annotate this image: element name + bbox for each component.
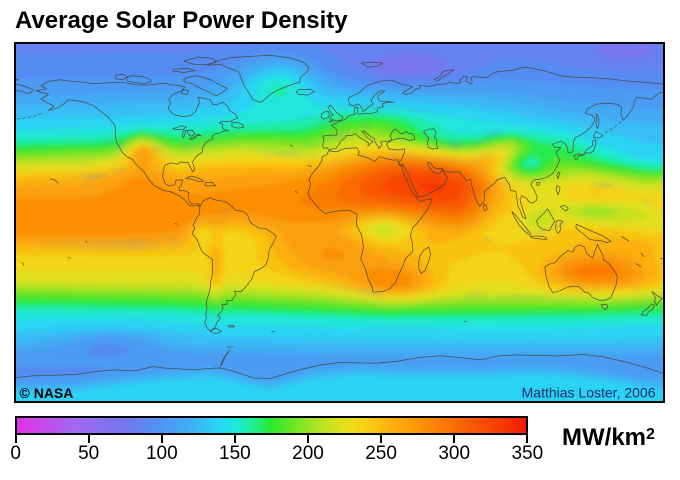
- svg-text:© NASA: © NASA: [20, 385, 74, 401]
- svg-text:Matthias Loster, 2006: Matthias Loster, 2006: [522, 385, 656, 401]
